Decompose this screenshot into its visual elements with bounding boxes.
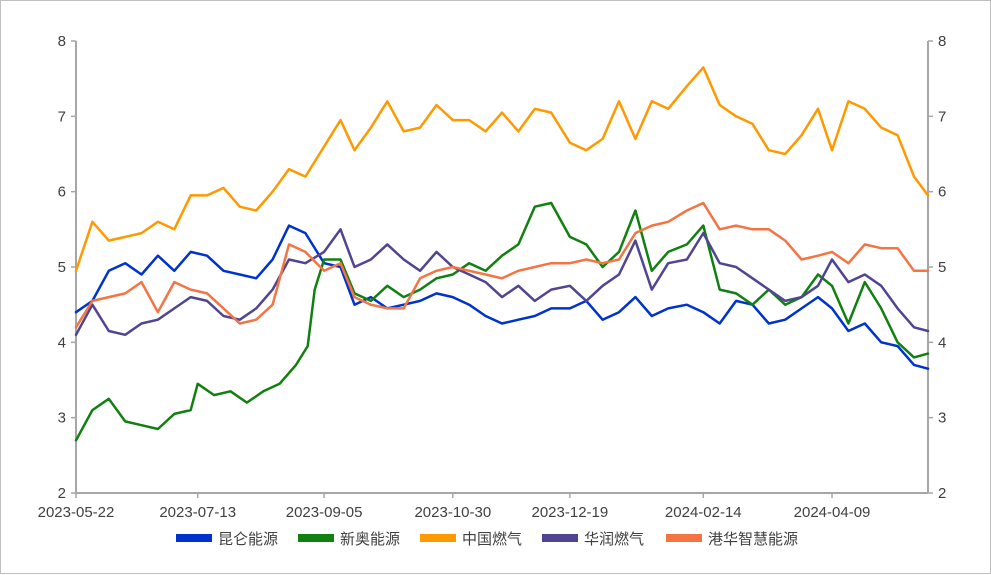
- y-tick-label-right: 5: [938, 259, 946, 276]
- y-tick-label-left: 3: [58, 410, 66, 427]
- y-tick-label-right: 6: [938, 184, 946, 201]
- y-tick-label-right: 3: [938, 410, 946, 427]
- legend-label: 昆仑能源: [218, 530, 278, 548]
- y-tick-label-right: 8: [938, 33, 946, 50]
- x-tick-label: 2024-02-14: [665, 504, 742, 521]
- y-tick-label-right: 2: [938, 485, 946, 502]
- legend-label: 新奥能源: [340, 530, 400, 548]
- y-tick-label-right: 4: [938, 334, 946, 351]
- legend: 昆仑能源 新奥能源 中国燃气 华润燃气 港华智慧能源: [176, 530, 798, 548]
- x-tick-label: 2023-09-05: [286, 504, 363, 521]
- x-tick-label: 2023-10-30: [414, 504, 491, 521]
- legend-swatch: [298, 534, 334, 542]
- legend-swatch: [666, 534, 702, 542]
- legend-swatch: [420, 534, 456, 542]
- x-tick-label: 2023-05-22: [38, 504, 115, 521]
- x-tick-label: 2024-04-09: [794, 504, 871, 521]
- series-line-4: [74, 228, 930, 337]
- series-line-2: [74, 201, 930, 442]
- legend-label: 华润燃气: [584, 530, 644, 548]
- y-tick-label-left: 6: [58, 184, 66, 201]
- y-tick-label-right: 7: [938, 108, 946, 125]
- y-tick-label-left: 8: [58, 33, 66, 50]
- y-tick-label-left: 4: [58, 334, 66, 351]
- legend-swatch: [176, 534, 212, 542]
- y-tick-label-left: 2: [58, 485, 66, 502]
- y-tick-label-left: 5: [58, 259, 66, 276]
- legend-label: 港华智慧能源: [708, 530, 798, 548]
- x-tick-label: 2023-07-13: [159, 504, 236, 521]
- legend-swatch: [542, 534, 578, 542]
- y-tick-label-left: 7: [58, 108, 66, 125]
- series-lines: [74, 66, 930, 442]
- series-line-5: [74, 201, 930, 329]
- legend-label: 中国燃气: [462, 530, 522, 548]
- x-tick-label: 2023-12-19: [532, 504, 609, 521]
- series-line-3: [74, 66, 930, 273]
- series-line-1: [74, 224, 930, 370]
- axes: 2 3 4 5 6 7 8 2 3 4 5 6 7 8 2023-05-22 2023-07-13 2023-0…: [38, 33, 947, 521]
